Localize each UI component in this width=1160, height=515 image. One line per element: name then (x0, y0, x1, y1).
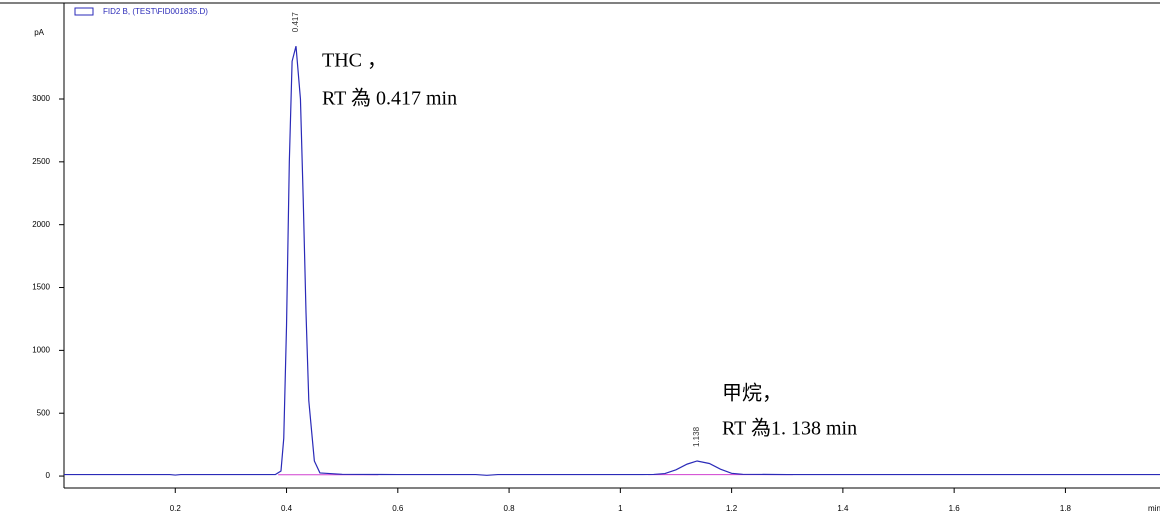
legend-label: FID2 B, (TEST\FID001835.D) (103, 7, 208, 16)
y-tick-label: 2500 (32, 157, 50, 166)
x-tick-label: 0.4 (281, 504, 293, 513)
x-tick-label: 0.8 (504, 504, 516, 513)
x-tick-label: 1.4 (837, 504, 849, 513)
peak-label: 0.417 (291, 12, 300, 33)
y-tick-label: 0 (46, 471, 51, 480)
x-tick-label: 1.8 (1060, 504, 1072, 513)
y-axis-label: pA (34, 28, 44, 37)
x-tick-label: 0.2 (170, 504, 182, 513)
peak-annotation: 甲烷， (722, 382, 782, 405)
chromatogram-trace (64, 46, 1160, 476)
y-tick-label: 1000 (32, 345, 50, 354)
peak-annotation: THC ， (322, 50, 387, 72)
y-tick-label: 1500 (32, 283, 50, 292)
peak-annotation: RT 為1. 138 min (722, 417, 857, 440)
x-tick-label: 1.6 (949, 504, 961, 513)
x-tick-label: 1.2 (726, 504, 738, 513)
legend-swatch (74, 7, 94, 16)
x-axis-label: min (1148, 504, 1160, 513)
x-tick-label: 1 (618, 504, 623, 513)
y-tick-label: 3000 (32, 94, 50, 103)
x-tick-label: 0.6 (392, 504, 404, 513)
y-tick-label: 2000 (32, 220, 50, 229)
peak-annotation: RT 為 0.417 min (322, 87, 457, 110)
y-tick-label: 500 (37, 408, 51, 417)
peak-label: 1.138 (692, 426, 701, 447)
